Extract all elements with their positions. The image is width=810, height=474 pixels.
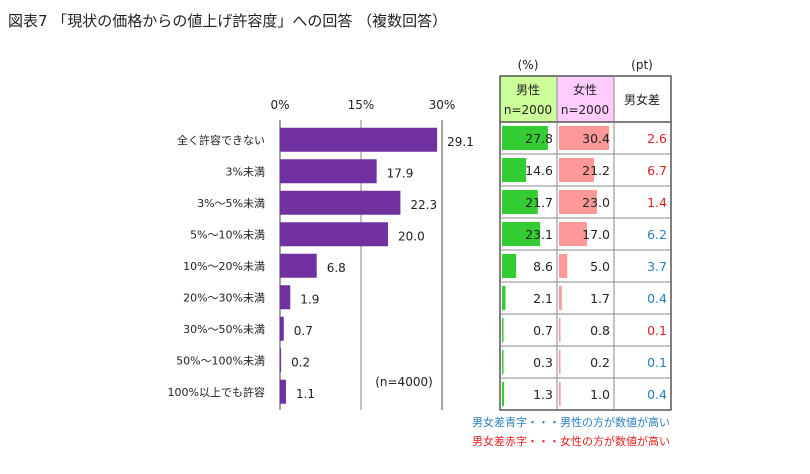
male-value: 1.3 bbox=[533, 387, 553, 402]
male-value: 0.3 bbox=[533, 355, 553, 370]
female-value: 17.0 bbox=[582, 227, 610, 242]
bar-value-label: 17.9 bbox=[387, 166, 414, 180]
x-tick-label: 0% bbox=[270, 98, 289, 112]
x-tick-label: 15% bbox=[348, 98, 375, 112]
bar bbox=[280, 348, 282, 373]
diff-value: 0.4 bbox=[647, 291, 667, 306]
male-bar bbox=[502, 254, 517, 278]
female-value: 1.7 bbox=[590, 291, 610, 306]
x-tick-label: 30% bbox=[429, 98, 456, 112]
sample-size-label: (n=4000) bbox=[375, 375, 433, 389]
bar bbox=[280, 316, 284, 341]
female-value: 21.2 bbox=[582, 163, 610, 178]
male-bar bbox=[502, 382, 505, 406]
male-value: 21.7 bbox=[525, 195, 553, 210]
category-label: 全く許容できない bbox=[177, 133, 265, 147]
bar-value-label: 29.1 bbox=[447, 135, 474, 149]
male-bar bbox=[502, 158, 527, 182]
diff-value: 3.7 bbox=[647, 259, 667, 274]
category-label: 20%～30%未満 bbox=[183, 291, 265, 304]
bar bbox=[280, 190, 401, 215]
diff-value: 0.1 bbox=[647, 323, 667, 338]
category-label: 30%～50%未満 bbox=[183, 323, 265, 336]
female-bar bbox=[559, 382, 561, 406]
diff-value: 2.6 bbox=[647, 131, 667, 146]
diff-value: 6.7 bbox=[647, 163, 667, 178]
bar bbox=[280, 285, 291, 310]
male-bar bbox=[502, 286, 506, 310]
bar-value-label: 0.7 bbox=[294, 324, 313, 338]
bar-value-label: 1.1 bbox=[296, 387, 315, 401]
chart-title: 図表7 「現状の価格からの値上げ許容度」への回答 （複数回答） bbox=[8, 12, 448, 30]
bar bbox=[280, 253, 317, 278]
female-bar bbox=[559, 254, 568, 278]
male-value: 27.8 bbox=[525, 131, 553, 146]
bar bbox=[280, 222, 388, 247]
category-label: 100%以上でも許容 bbox=[168, 385, 265, 399]
female-bar bbox=[559, 158, 594, 182]
bar bbox=[280, 379, 286, 404]
diff-header-label: 男女差 bbox=[624, 92, 660, 107]
female-bar bbox=[559, 190, 597, 214]
category-label: 3%未満 bbox=[226, 165, 265, 178]
female-n-label: n=2000 bbox=[561, 103, 609, 117]
bar-value-label: 22.3 bbox=[410, 198, 437, 212]
female-value: 5.0 bbox=[590, 259, 610, 274]
female-value: 30.4 bbox=[582, 131, 610, 146]
bar bbox=[280, 127, 438, 152]
male-value: 23.1 bbox=[525, 227, 553, 242]
female-bar bbox=[559, 222, 588, 246]
male-bar bbox=[502, 190, 538, 214]
female-bar bbox=[559, 126, 610, 150]
male-header-cell bbox=[500, 76, 557, 122]
bar-value-label: 1.9 bbox=[300, 292, 319, 306]
diff-value: 0.4 bbox=[647, 387, 667, 402]
male-value: 2.1 bbox=[533, 291, 553, 306]
bar-value-label: 6.8 bbox=[327, 261, 346, 275]
male-value: 0.7 bbox=[533, 323, 553, 338]
male-value: 14.6 bbox=[525, 163, 553, 178]
female-value: 23.0 bbox=[582, 195, 610, 210]
unit-pt-label: (pt) bbox=[631, 58, 653, 72]
category-label: 5%～10%未満 bbox=[190, 228, 265, 241]
unit-percent-label: (%) bbox=[518, 58, 539, 72]
female-bar bbox=[559, 286, 562, 310]
diff-value: 1.4 bbox=[647, 195, 667, 210]
bar bbox=[280, 159, 377, 184]
female-value: 1.0 bbox=[590, 387, 610, 402]
male-header-label: 男性 bbox=[516, 83, 540, 97]
female-header-label: 女性 bbox=[573, 82, 597, 97]
legend-blue-note: 男女差青字・・・男性の方が数値が高い bbox=[472, 416, 670, 429]
legend-red-note: 男女差赤字・・・女性の方が数値が高い bbox=[472, 435, 670, 448]
male-value: 8.6 bbox=[533, 259, 553, 274]
category-label: 50%～100%未満 bbox=[176, 354, 265, 367]
male-bar bbox=[502, 222, 541, 246]
table-border bbox=[499, 75, 672, 411]
bar-value-label: 20.0 bbox=[398, 229, 425, 243]
male-bar bbox=[502, 126, 548, 150]
male-bar bbox=[502, 318, 504, 342]
category-label: 10%～20%未満 bbox=[183, 260, 265, 273]
category-label: 3%～5%未満 bbox=[197, 197, 265, 210]
female-value: 0.8 bbox=[590, 323, 610, 338]
bar-value-label: 0.2 bbox=[291, 355, 310, 369]
male-bar bbox=[502, 350, 504, 374]
male-n-label: n=2000 bbox=[504, 103, 552, 117]
diff-value: 0.1 bbox=[647, 355, 667, 370]
female-bar bbox=[559, 318, 561, 342]
female-value: 0.2 bbox=[590, 355, 610, 370]
female-header-cell bbox=[557, 76, 614, 122]
female-bar bbox=[559, 350, 561, 374]
diff-value: 6.2 bbox=[647, 227, 667, 242]
